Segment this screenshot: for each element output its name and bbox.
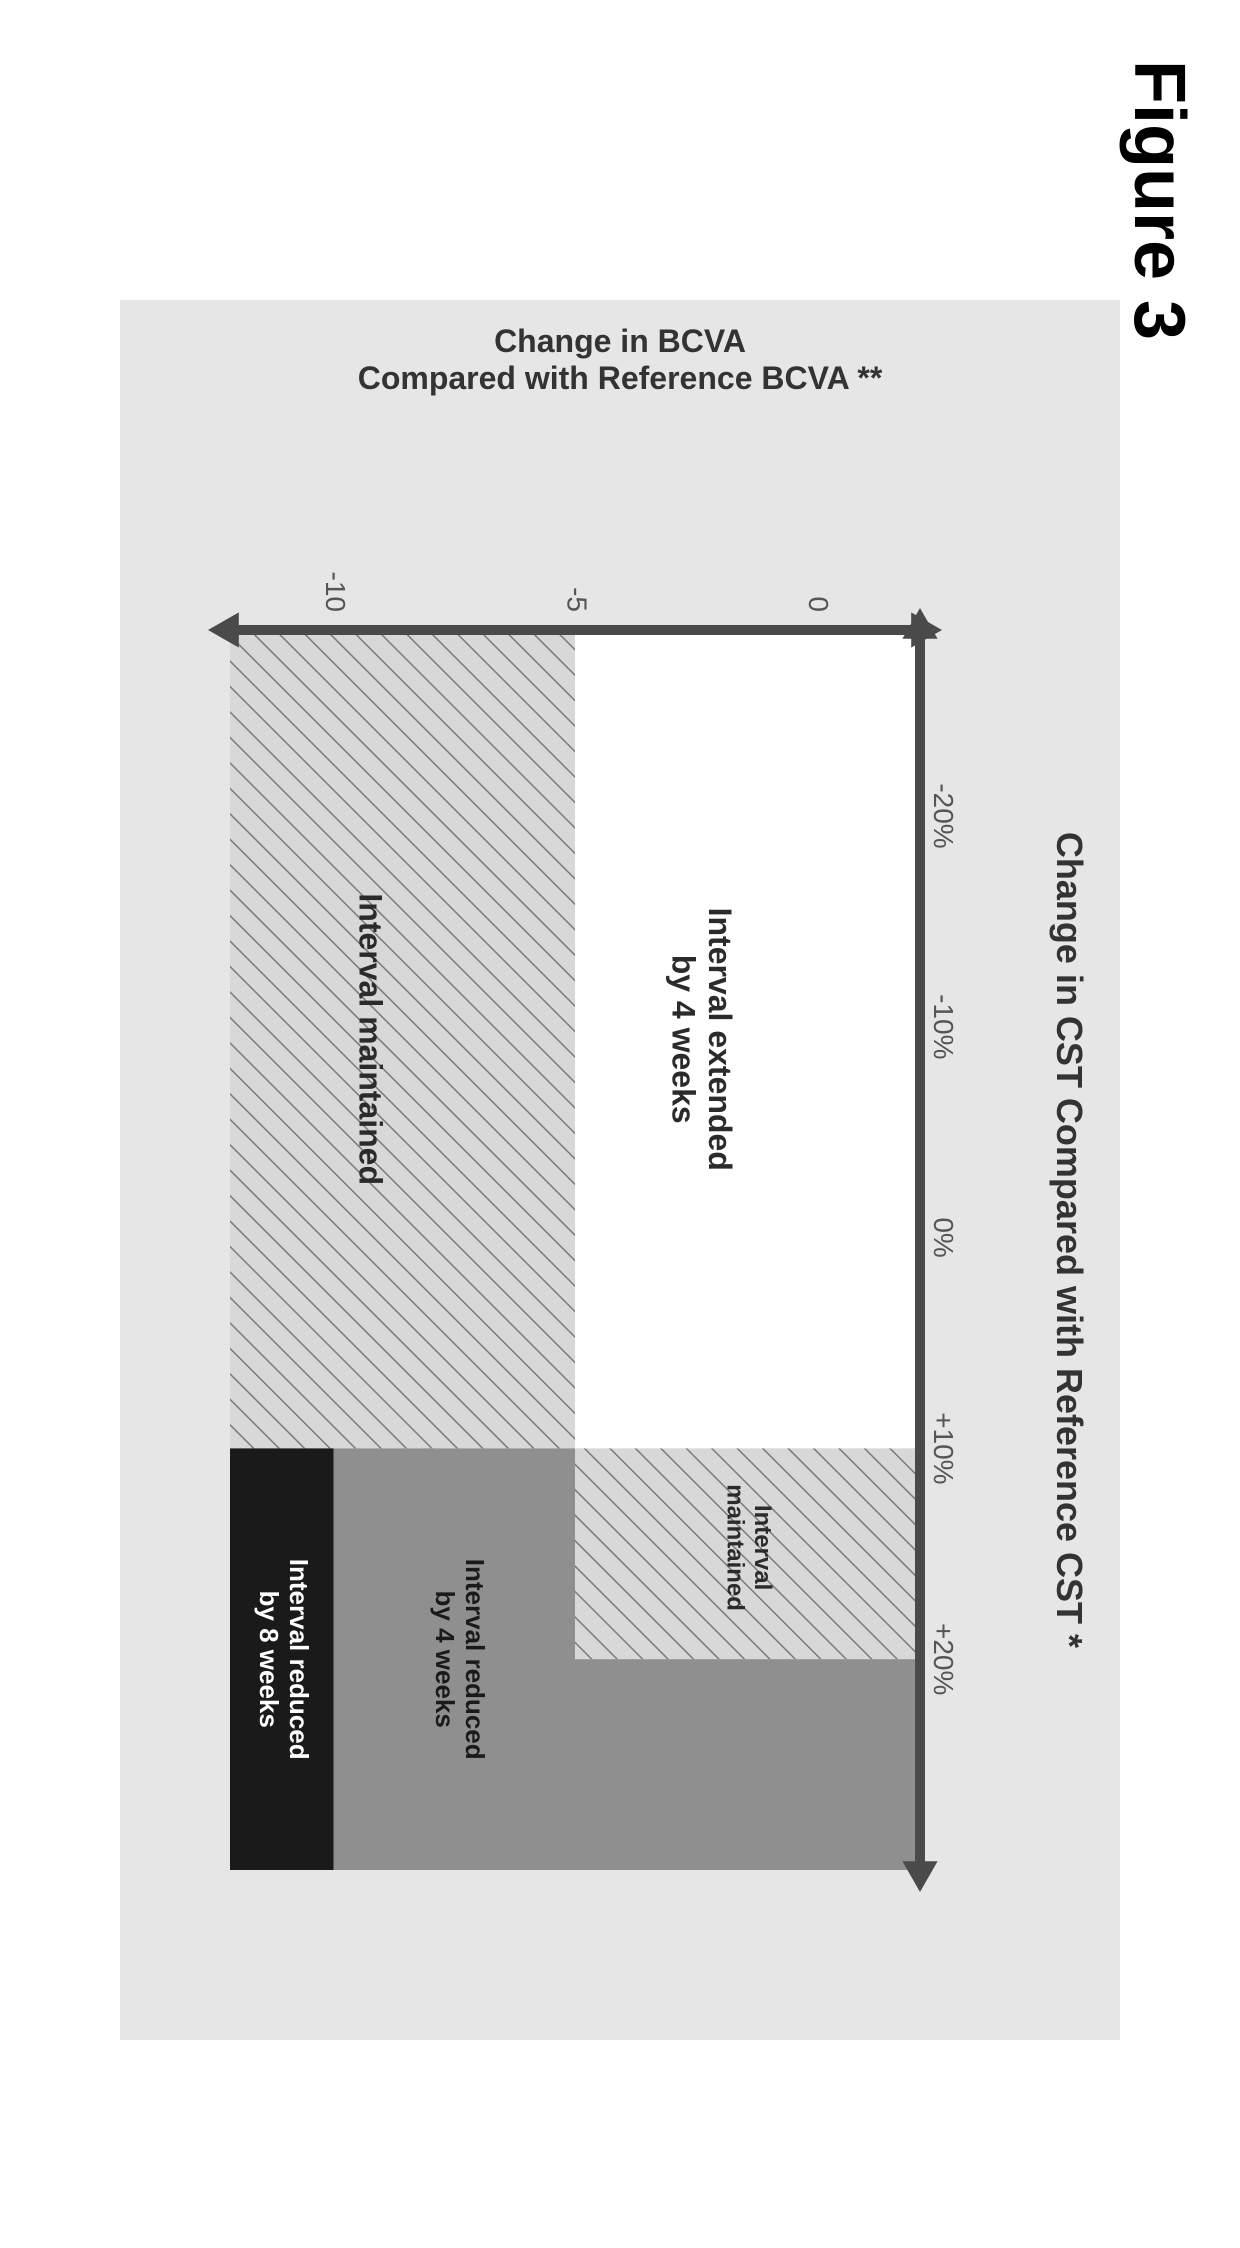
interval-extended: Interval extendedby 4 weeks [575, 630, 920, 1448]
x-tick-label: -10% [928, 994, 959, 1059]
svg-text:by 4 weeks: by 4 weeks [665, 955, 701, 1124]
svg-text:maintained: maintained [721, 1484, 748, 1611]
x-tick-label: +20% [928, 1623, 959, 1695]
svg-text:Interval extended: Interval extended [702, 908, 738, 1171]
y-axis-arrow-down-icon [208, 612, 239, 647]
figure-container: Figure 3 Change in CST Compared with Ref… [0, 0, 1240, 2248]
y-tick-label: -5 [562, 587, 593, 612]
svg-text:Interval reduced: Interval reduced [460, 1559, 490, 1760]
svg-text:Interval: Interval [749, 1505, 776, 1590]
interval-reduced-4: Interval reducedby 4 weeks [334, 1448, 576, 1870]
x-tick-label: +10% [928, 1412, 959, 1484]
svg-text:by 8 weeks: by 8 weeks [254, 1591, 284, 1728]
svg-text:Interval reduced: Interval reduced [284, 1559, 314, 1760]
plot-area: Interval maintainedInterval extendedby 4… [180, 560, 970, 1920]
figure-number-label: Figure 3 [1118, 60, 1200, 340]
svg-text:by 4 weeks: by 4 weeks [430, 1591, 460, 1728]
x-tick-label: -20% [928, 783, 959, 848]
page-root: Figure 3 Change in CST Compared with Ref… [0, 0, 1240, 1240]
interval-maintained-top: Intervalmaintained [575, 1448, 920, 1659]
svg-text:Interval maintained: Interval maintained [353, 893, 389, 1185]
chart-card: Change in CST Compared with Reference CS… [120, 300, 1120, 2040]
interval-reduced-8: Interval reducedby 8 weeks [230, 1448, 334, 1870]
interval-maintained-bottom: Interval maintained [230, 630, 575, 1448]
y-axis-title: Change in BCVA Compared with Reference B… [230, 323, 1010, 397]
y-tick-label: -10 [320, 572, 351, 612]
x-tick-label: 0% [928, 1217, 959, 1257]
interval-reduced-4b [575, 1659, 920, 1870]
x-axis-arrow-right-icon [902, 1861, 937, 1892]
y-tick-label: 0 [803, 596, 834, 612]
x-axis-title: Change in CST Compared with Reference CS… [1048, 300, 1090, 2040]
x-axis-arrow-left-icon [902, 608, 937, 639]
